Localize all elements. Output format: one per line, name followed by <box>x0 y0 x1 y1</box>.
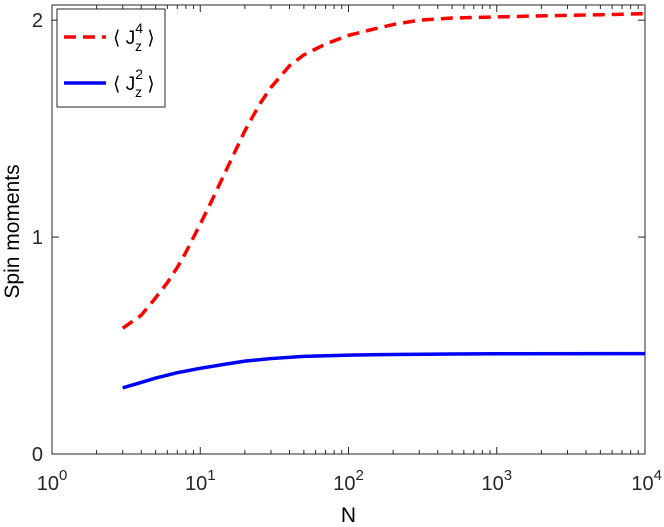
x-axis-label: N <box>341 504 356 527</box>
series-layer <box>121 11 646 390</box>
legend-box <box>56 8 166 108</box>
x-tick-label-base: 10 <box>185 473 207 495</box>
x-tick-label: 101 <box>185 467 216 495</box>
y-axis: 0 1 2 <box>32 10 645 466</box>
legend-label-close: ⟩ <box>142 74 155 95</box>
x-tick-label-base: 10 <box>631 473 653 495</box>
legend: ⟨ J4 z ⟩⟨ J2 z ⟩ <box>56 8 166 108</box>
legend-label-superscript: 2 <box>135 66 143 82</box>
x-tick-label: 103 <box>481 467 512 495</box>
legend-label-base: J <box>126 28 136 49</box>
x-axis: 100 101 102 103 104 <box>37 5 662 495</box>
legend-label: ⟨ J4 z ⟩ <box>113 20 155 54</box>
x-tick-label: 100 <box>37 467 68 495</box>
y-tick-label: 0 <box>32 444 43 466</box>
x-tick-label: 102 <box>333 467 364 495</box>
x-tick-label-exponent: 4 <box>654 467 662 484</box>
x-tick-label-base: 10 <box>37 473 59 495</box>
legend-label-open: ⟨ <box>113 74 126 95</box>
x-tick-label-exponent: 2 <box>355 467 363 484</box>
legend-label-subscript: z <box>135 84 142 100</box>
legend-label-close: ⟩ <box>142 28 155 49</box>
series-j4-line <box>121 11 646 330</box>
x-tick-label: 104 <box>631 467 662 495</box>
x-tick-label-exponent: 3 <box>504 467 512 484</box>
x-tick-label-base: 10 <box>333 473 355 495</box>
legend-label-base: J <box>126 74 136 95</box>
legend-label-superscript: 4 <box>135 20 143 36</box>
series-j2-line <box>122 351 646 390</box>
y-axis-label: Spin moments <box>1 164 24 298</box>
x-tick-label-exponent: 0 <box>59 467 67 484</box>
legend-label: ⟨ J2 z ⟩ <box>113 66 155 100</box>
y-tick-label: 2 <box>32 10 43 32</box>
x-tick-label-base: 10 <box>481 473 503 495</box>
y-tick-label: 1 <box>32 227 43 249</box>
x-tick-label-exponent: 1 <box>207 467 215 484</box>
legend-label-open: ⟨ <box>113 28 126 49</box>
legend-label-subscript: z <box>135 38 142 54</box>
